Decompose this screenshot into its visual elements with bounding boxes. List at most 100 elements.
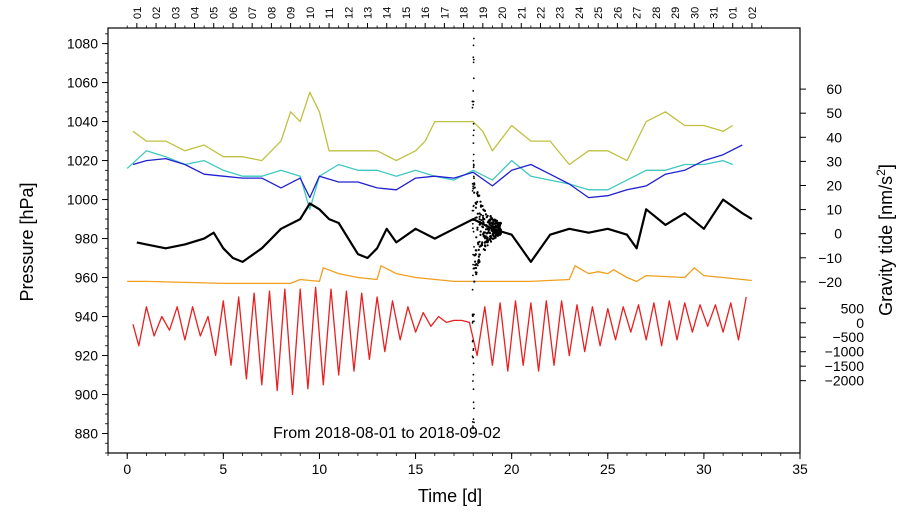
event-point (477, 248, 480, 251)
x-tick-label: 20 (504, 461, 520, 477)
event-point (472, 103, 475, 106)
top-day-label: 02 (151, 7, 163, 19)
event-point (498, 225, 501, 228)
event-point (477, 255, 480, 258)
event-point (474, 266, 478, 270)
event-point (472, 166, 475, 169)
event-point (476, 226, 479, 229)
event-point (473, 129, 475, 132)
event-point (472, 263, 474, 266)
event-point (471, 222, 474, 225)
event-point (478, 215, 481, 218)
event-point (472, 373, 475, 376)
event-point (490, 222, 493, 225)
event-point (472, 182, 474, 185)
y-right-axis: −20−100102030405060−2000−1500−1000−50005… (800, 81, 864, 389)
event-point (472, 432, 475, 435)
event-point (474, 254, 477, 257)
series-line-blue-pressure (132, 144, 743, 199)
y-left-tick-label: 940 (75, 309, 99, 325)
event-point (472, 267, 475, 270)
y-right-axis-label: Gravity tide [nm/s2] (874, 164, 896, 316)
top-day-label: 11 (324, 8, 336, 19)
top-day-label: 12 (343, 7, 355, 19)
x-axis-label: Time [d] (418, 486, 482, 506)
top-day-label: 18 (459, 7, 471, 19)
event-point (472, 425, 474, 427)
event-point (472, 164, 475, 167)
event-point (472, 227, 474, 230)
event-point (483, 244, 486, 247)
event-point (471, 421, 474, 423)
event-point (472, 159, 475, 162)
event-point (472, 313, 475, 316)
event-point (473, 186, 476, 189)
x-tick-label: 10 (312, 461, 328, 477)
y-right-lower-tick-label: 0 (856, 315, 864, 331)
event-point (475, 202, 478, 205)
y-left-tick-label: 1040 (67, 114, 98, 130)
series-line-black-pressure (136, 198, 753, 263)
event-point (472, 187, 474, 190)
event-point (474, 260, 477, 263)
event-point (471, 322, 474, 324)
event-point (479, 233, 482, 236)
y-right-upper-tick-label: 50 (826, 105, 842, 121)
series-line-orange-pressure (127, 265, 752, 285)
event-point (485, 232, 489, 235)
y-right-lower-tick-label: −1000 (825, 344, 865, 360)
event-point (478, 212, 481, 215)
event-point (475, 216, 478, 219)
y-right-upper-tick-label: 30 (826, 153, 842, 169)
top-day-label: 24 (574, 7, 586, 19)
event-point (472, 77, 475, 80)
event-point (473, 191, 476, 194)
event-point (471, 209, 474, 212)
series-line-cyan-pressure (126, 150, 733, 210)
top-day-label: 22 (536, 7, 548, 19)
event-point (474, 206, 477, 209)
event-point (473, 407, 475, 410)
event-point (486, 241, 489, 244)
event-point (482, 208, 485, 211)
x-axis: 0 5 10 15 20 25 30 35 (107, 453, 808, 477)
x-tick-label: 15 (408, 461, 424, 477)
event-point (475, 249, 478, 252)
event-point (472, 163, 475, 166)
x-tick-label: 0 (123, 461, 131, 477)
event-point (472, 122, 475, 125)
event-point (482, 232, 485, 235)
event-point (488, 223, 491, 226)
event-point (489, 215, 492, 218)
y-left-tick-label: 920 (75, 348, 99, 364)
event-point (483, 234, 486, 237)
event-point (478, 253, 481, 256)
event-point (474, 271, 477, 274)
event-point (483, 241, 486, 244)
event-point (488, 235, 492, 238)
event-point (498, 222, 501, 225)
top-day-label: 27 (632, 7, 644, 19)
y-left-tick-label: 1000 (67, 192, 98, 208)
y-right-upper-tick-label: −10 (818, 250, 842, 266)
top-day-label: 07 (247, 7, 259, 19)
event-point (479, 230, 482, 233)
top-day-label: 28 (651, 7, 663, 19)
y-right-upper-tick-label: 40 (826, 129, 842, 145)
event-point (486, 236, 489, 239)
event-point (487, 219, 490, 222)
event-point (472, 134, 475, 137)
event-point (492, 231, 495, 234)
event-point (472, 219, 475, 222)
y-left-tick-label: 1060 (67, 75, 98, 91)
y-left-tick-label: 1020 (67, 153, 98, 169)
event-point (482, 216, 485, 219)
event-point (471, 288, 474, 291)
top-day-label: 25 (593, 7, 605, 19)
y-left-axis-label: Pressure [hPa] (17, 182, 37, 301)
event-point (496, 234, 499, 237)
y-right-upper-tick-label: −20 (818, 274, 842, 290)
top-day-label: 13 (363, 7, 375, 19)
event-point (483, 248, 486, 252)
